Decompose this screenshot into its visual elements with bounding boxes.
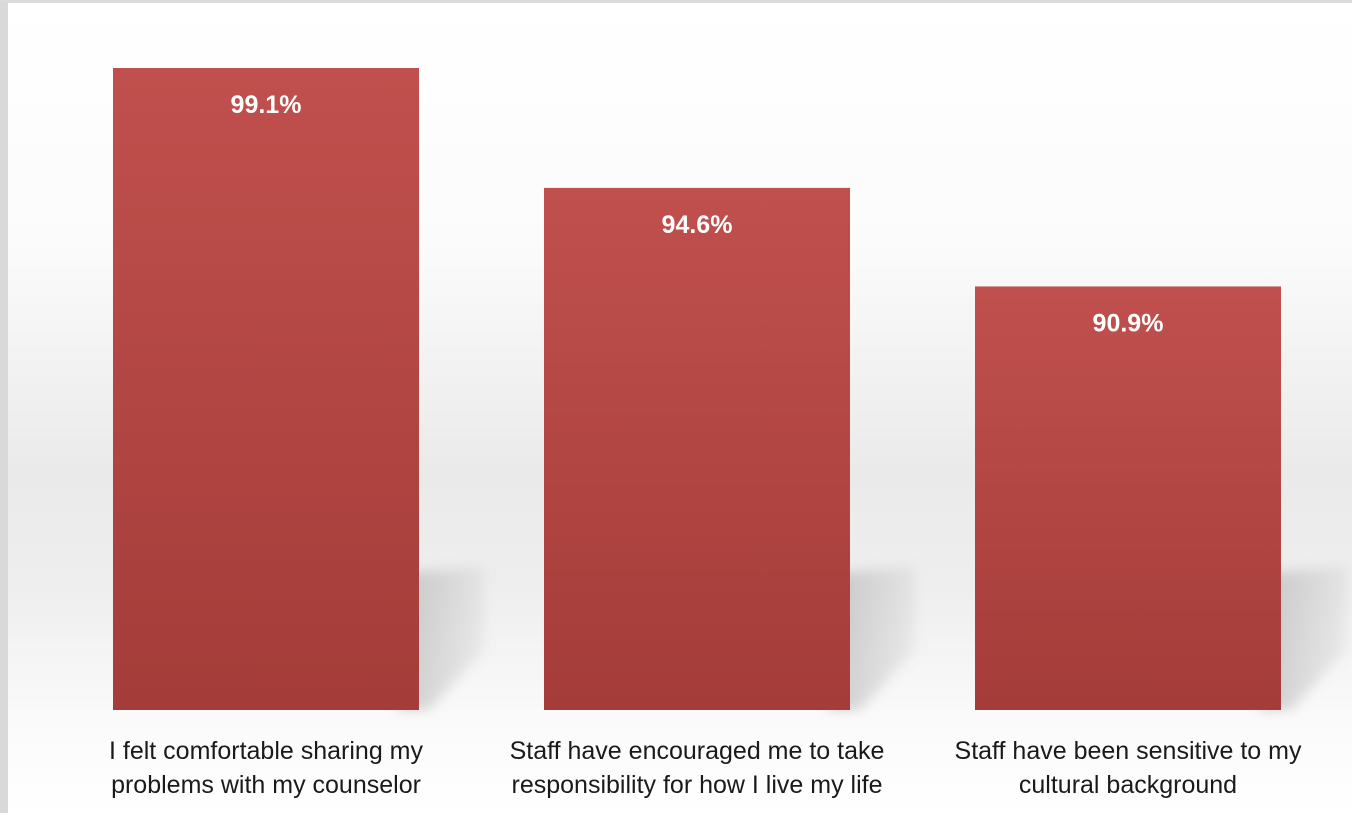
bars <box>113 68 1281 711</box>
bar <box>544 187 850 711</box>
data-labels: 99.1% 94.6% 90.9% <box>231 91 1164 337</box>
bar <box>113 68 419 710</box>
bar <box>975 286 1281 710</box>
category-label-line: problems with my counselor <box>111 771 421 799</box>
category-label-line: I felt comfortable sharing my <box>109 737 424 765</box>
category-label-line: responsibility for how I live my life <box>512 771 883 799</box>
data-label: 99.1% <box>231 91 302 119</box>
data-label: 94.6% <box>662 211 733 239</box>
category-label: Staff have encouraged me to take responsi… <box>510 737 885 799</box>
category-labels: I felt comfortable sharing my problems wi… <box>109 737 1302 799</box>
category-label: I felt comfortable sharing my problems wi… <box>109 737 424 799</box>
category-label-line: cultural background <box>1019 771 1237 799</box>
category-label: Staff have been sensitive to my cultural … <box>955 737 1302 799</box>
bar-chart: 99.1% 94.6% 90.9% I felt comfortable shari… <box>109 68 1346 799</box>
category-label-line: Staff have been sensitive to my <box>955 737 1302 765</box>
category-label-line: Staff have encouraged me to take <box>510 737 885 765</box>
data-label: 90.9% <box>1093 309 1164 337</box>
